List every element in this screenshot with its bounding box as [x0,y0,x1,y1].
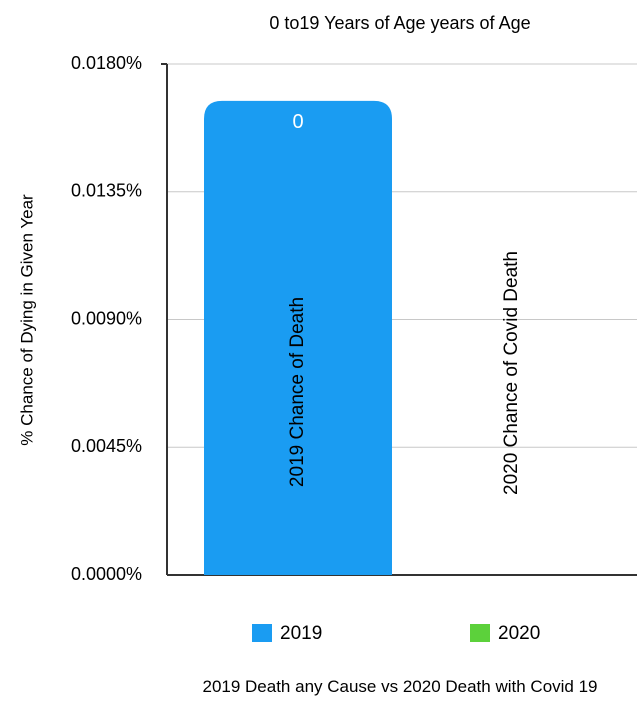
y-tick-label: 0.0045% [71,436,142,456]
bar-annotation: 2020 Chance of Covid Death [501,251,522,495]
y-axis-title: % Chance of Dying in Given Year [17,194,36,446]
bar-annotation: 2019 Chance of Death [287,297,308,487]
legend-swatch [470,624,490,642]
y-tick-label: 0.0135% [71,181,142,201]
legend-label: 2019 [280,623,322,644]
chart-title: 0 to19 Years of Age years of Age [269,13,530,33]
legend-label: 2020 [498,623,540,644]
data-label: 0 [292,111,303,133]
y-tick-label: 0.0180% [71,53,142,73]
x-axis-title: 2019 Death any Cause vs 2020 Death with … [202,677,598,696]
bar [204,100,392,576]
legend-swatch [252,624,272,642]
y-tick-label: 0.0000% [71,564,142,584]
y-tick-label: 0.0090% [71,308,142,328]
